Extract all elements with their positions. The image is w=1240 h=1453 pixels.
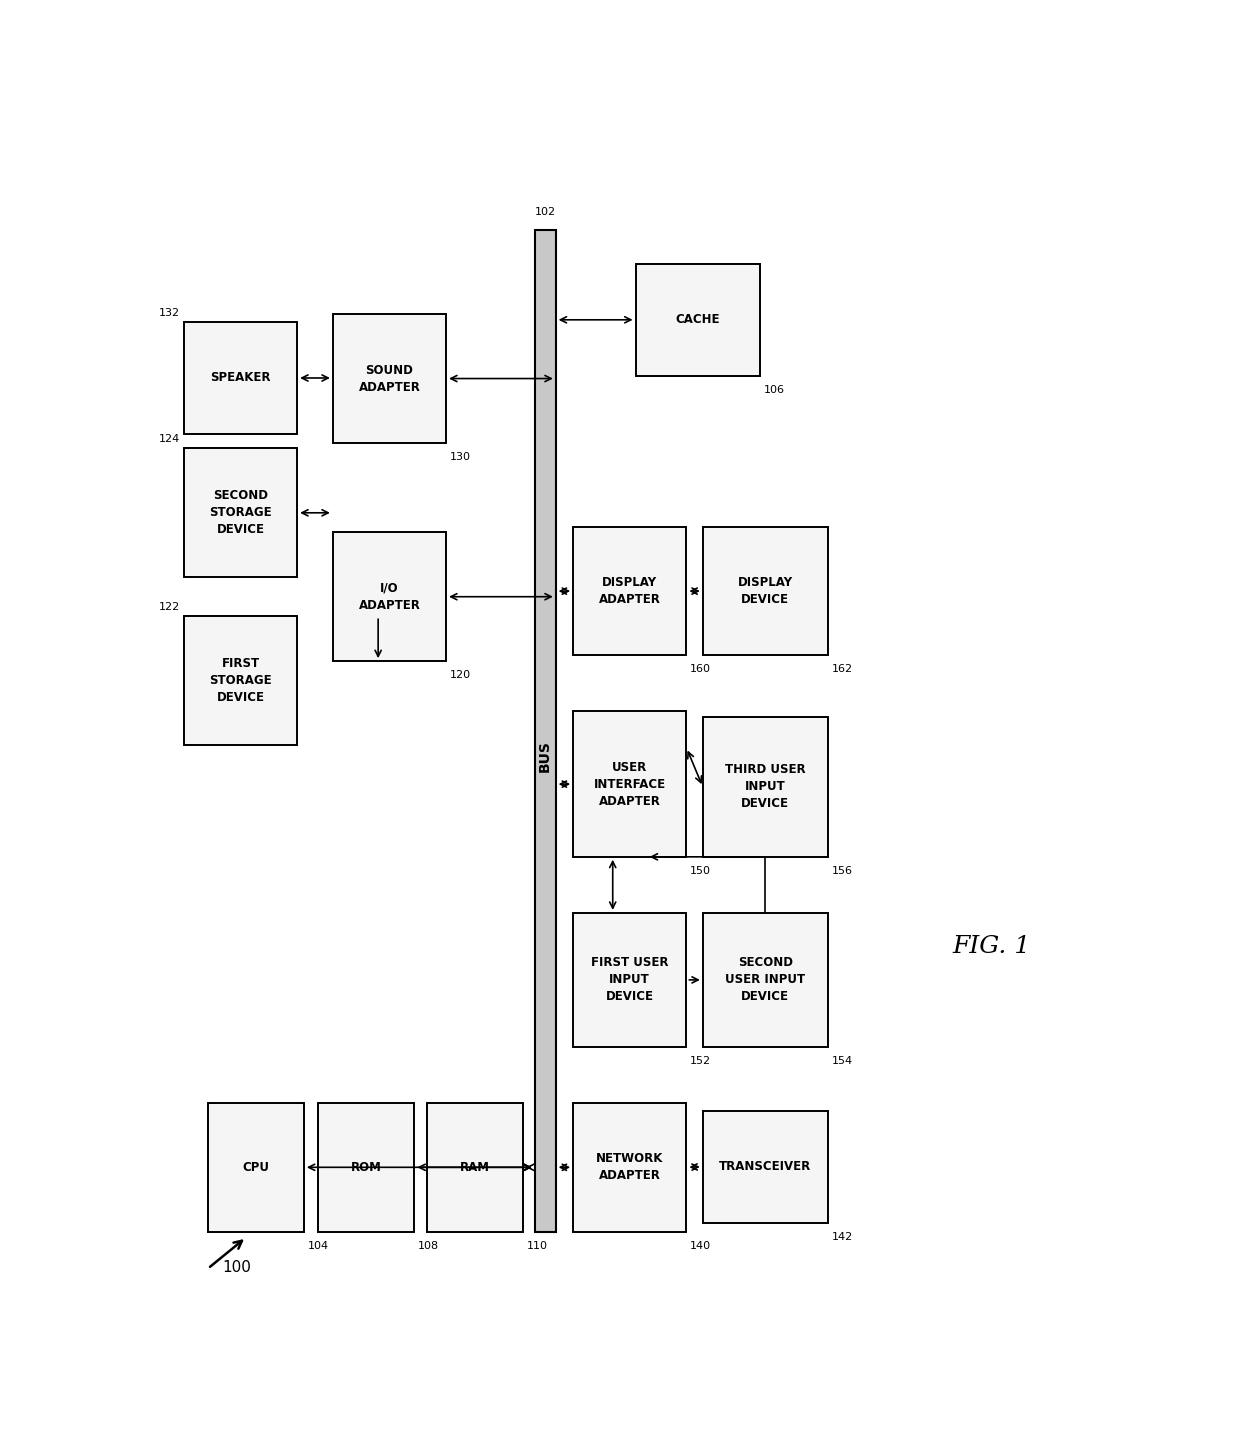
Bar <box>184 616 298 745</box>
Bar <box>703 716 828 857</box>
Text: 102: 102 <box>534 206 556 216</box>
Bar <box>184 323 298 434</box>
Text: CACHE: CACHE <box>676 314 720 327</box>
Text: BUS: BUS <box>538 740 552 772</box>
Text: DISPLAY
ADAPTER: DISPLAY ADAPTER <box>599 577 661 606</box>
Text: USER
INTERFACE
ADAPTER: USER INTERFACE ADAPTER <box>594 760 666 808</box>
Text: SECOND
STORAGE
DEVICE: SECOND STORAGE DEVICE <box>210 490 272 536</box>
Bar <box>319 1103 414 1232</box>
Bar <box>427 1103 523 1232</box>
Text: 156: 156 <box>832 866 853 876</box>
Text: 154: 154 <box>832 1056 853 1067</box>
Text: THIRD USER
INPUT
DEVICE: THIRD USER INPUT DEVICE <box>725 763 806 811</box>
Bar <box>573 912 687 1048</box>
Text: 110: 110 <box>527 1241 548 1251</box>
Text: DISPLAY
DEVICE: DISPLAY DEVICE <box>738 577 792 606</box>
Text: 106: 106 <box>764 385 785 395</box>
Text: 150: 150 <box>691 866 712 876</box>
Bar <box>573 712 687 857</box>
Bar <box>573 527 687 655</box>
Text: 130: 130 <box>450 452 471 462</box>
Text: 160: 160 <box>691 664 712 674</box>
Text: RAM: RAM <box>460 1161 490 1174</box>
Text: 140: 140 <box>691 1241 712 1251</box>
Bar <box>635 264 760 376</box>
Text: 122: 122 <box>159 602 180 612</box>
Text: 100: 100 <box>222 1260 252 1274</box>
Text: FIG. 1: FIG. 1 <box>952 934 1030 958</box>
Text: 162: 162 <box>832 664 853 674</box>
Text: 152: 152 <box>691 1056 712 1067</box>
Text: 124: 124 <box>159 434 180 445</box>
Bar <box>534 230 556 1232</box>
Text: 132: 132 <box>159 308 180 318</box>
Text: NETWORK
ADAPTER: NETWORK ADAPTER <box>596 1152 663 1183</box>
Text: TRANSCEIVER: TRANSCEIVER <box>719 1161 811 1173</box>
Bar <box>703 1110 828 1222</box>
Text: 104: 104 <box>308 1241 329 1251</box>
Bar <box>208 1103 304 1232</box>
Bar <box>332 314 446 443</box>
Text: CPU: CPU <box>242 1161 269 1174</box>
Text: 120: 120 <box>450 670 471 680</box>
Bar <box>703 912 828 1048</box>
Bar <box>703 527 828 655</box>
Text: SPEAKER: SPEAKER <box>211 372 270 385</box>
Text: SECOND
USER INPUT
DEVICE: SECOND USER INPUT DEVICE <box>725 956 805 1004</box>
Bar <box>184 449 298 577</box>
Text: 142: 142 <box>832 1232 853 1242</box>
Text: FIRST
STORAGE
DEVICE: FIRST STORAGE DEVICE <box>210 657 272 705</box>
Text: I/O
ADAPTER: I/O ADAPTER <box>358 581 420 612</box>
Text: 108: 108 <box>418 1241 439 1251</box>
Text: FIRST USER
INPUT
DEVICE: FIRST USER INPUT DEVICE <box>591 956 668 1004</box>
Bar <box>573 1103 687 1232</box>
Text: ROM: ROM <box>351 1161 382 1174</box>
Text: SOUND
ADAPTER: SOUND ADAPTER <box>358 363 420 394</box>
Bar <box>332 532 446 661</box>
